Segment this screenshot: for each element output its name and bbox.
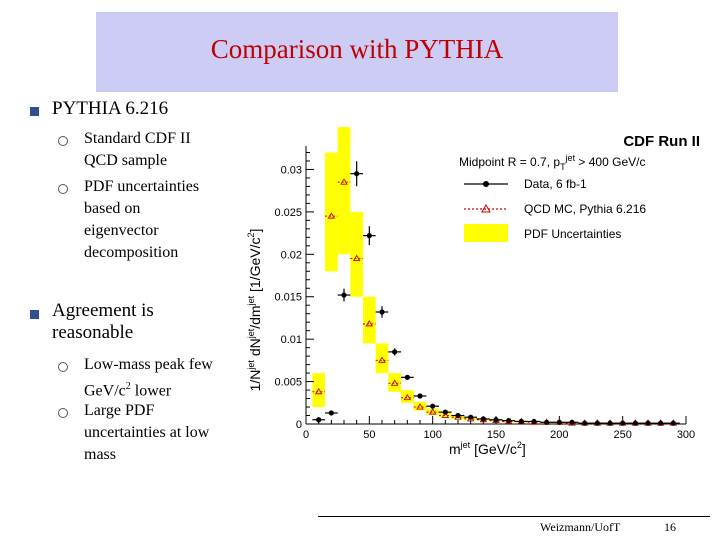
data-point xyxy=(404,374,410,380)
data-point xyxy=(518,418,524,425)
mc-point xyxy=(340,178,348,185)
x-tick-label: 250 xyxy=(613,429,631,441)
mc-point xyxy=(352,254,361,261)
mass-distribution-chart: CDF Run II Midpoint R = 0.7, pTjet > 400… xyxy=(224,124,704,464)
pdf-band-bin xyxy=(388,373,401,392)
data-point xyxy=(316,417,322,423)
data-point xyxy=(607,420,613,426)
sub-bullet-marker xyxy=(58,408,68,418)
x-tick-label: 150 xyxy=(487,429,505,441)
legend-data-label: Data, 6 fb-1 xyxy=(524,177,587,191)
data-point xyxy=(582,420,588,426)
data-point xyxy=(341,292,347,298)
legend-pdf-swatch xyxy=(464,224,508,242)
mc-point xyxy=(441,411,450,418)
pdf-band-bin xyxy=(426,408,439,415)
pdf-band-bin xyxy=(350,211,363,297)
chart-annotation: Midpoint R = 0.7, pTjet > 400 GeV/c xyxy=(459,153,645,172)
chart-svg: CDF Run II Midpoint R = 0.7, pTjet > 400… xyxy=(246,127,700,457)
sub-bullet-text: PDF uncertainties based on eigenvector d… xyxy=(84,178,200,261)
footer-affiliation: Weizmann/UofT xyxy=(540,520,621,534)
data-point xyxy=(366,233,372,239)
legend-data-marker xyxy=(483,181,489,187)
data-point xyxy=(480,416,486,422)
mc-point xyxy=(390,379,399,386)
data-point xyxy=(620,420,626,426)
bullet-text: Agreement is reasonable xyxy=(52,300,154,343)
data-point xyxy=(531,418,537,425)
data-point xyxy=(354,171,360,177)
data-point xyxy=(645,420,651,426)
data-point xyxy=(430,403,436,409)
y-tick-label: 0 xyxy=(296,419,302,431)
x-tick-label: 100 xyxy=(423,429,441,441)
data-point xyxy=(417,393,423,399)
x-tick-label: 300 xyxy=(677,429,695,441)
bullet-marker xyxy=(30,107,39,116)
data-point xyxy=(658,420,664,426)
pdf-band-bin xyxy=(375,343,389,374)
pdf-band-bin xyxy=(401,390,414,403)
mc-point xyxy=(314,387,323,395)
pdf-band-bin xyxy=(312,373,325,408)
data-point xyxy=(493,417,499,423)
sub-bullet-marker xyxy=(58,184,68,194)
data-point xyxy=(632,420,638,426)
legend-mc-marker xyxy=(481,203,491,213)
data-point xyxy=(379,309,385,315)
slide-title: Comparison with PYTHIA xyxy=(210,34,504,64)
data-point xyxy=(544,419,550,425)
y-tick-label: 0.03 xyxy=(281,164,302,176)
y-tick-label: 0.01 xyxy=(281,334,302,346)
title-banner: Comparison with PYTHIA xyxy=(96,12,618,92)
pdf-band-bin xyxy=(439,412,452,418)
pdf-band-bin xyxy=(325,152,338,272)
data-point xyxy=(594,420,600,426)
bullet-marker xyxy=(30,310,39,319)
mc-point xyxy=(416,403,424,410)
y-tick-label: 0.02 xyxy=(281,249,302,261)
bullet-text: PYTHIA 6.216 xyxy=(52,98,169,119)
svg-text:1/Njet dNjet/dmjet [1/GeV/c2]: 1/Njet dNjet/dmjet [1/GeV/c2] xyxy=(246,229,263,392)
sub-bullet-text: Low-mass peak few GeV/c2 lower xyxy=(84,356,213,400)
data-point xyxy=(468,414,474,420)
chart-title: CDF Run II xyxy=(623,133,700,150)
x-tick-label: 200 xyxy=(550,429,568,441)
mc-point xyxy=(378,356,386,363)
sub-bullet-marker xyxy=(58,362,68,372)
footer-rule xyxy=(318,516,710,517)
page-number: 16 xyxy=(664,520,676,534)
mc-point xyxy=(327,212,336,219)
mc-point xyxy=(428,408,437,415)
x-tick-label: 50 xyxy=(363,429,375,441)
data-point xyxy=(670,420,676,426)
data-point xyxy=(569,419,575,425)
mc-point xyxy=(403,393,412,401)
y-tick-label: 0.005 xyxy=(274,377,302,389)
sub-bullet-text: Standard CDF II QCD sample xyxy=(84,130,191,169)
data-point xyxy=(328,410,334,416)
data-point xyxy=(442,409,448,415)
data-point xyxy=(455,412,461,419)
pdf-band-bin xyxy=(337,127,351,255)
y-axis-label: 1/Njet dNjet/dmjet [1/GeV/c2] xyxy=(246,229,263,392)
y-tick-label: 0.025 xyxy=(274,207,302,219)
legend-pdf-label: PDF Uncertainties xyxy=(524,227,621,241)
x-axis-label: mjet [GeV/c2] xyxy=(449,440,526,457)
sub-bullet-marker xyxy=(58,136,68,146)
y-tick-label: 0.015 xyxy=(274,292,302,304)
data-point xyxy=(392,349,398,355)
data-point xyxy=(506,418,512,424)
pdf-band-bin xyxy=(413,401,427,411)
mc-point xyxy=(365,320,374,327)
plot-area: 0 0.005 0.01 0.015 0.02 0.025 0.03 0 50 100 150 200… xyxy=(274,127,695,441)
legend-mc-label: QCD MC, Pythia 6.216 xyxy=(524,202,646,216)
x-tick-label: 0 xyxy=(303,429,309,441)
sub-bullet-text: Large PDF uncertainties at low mass xyxy=(84,402,210,463)
data-point xyxy=(556,419,562,425)
